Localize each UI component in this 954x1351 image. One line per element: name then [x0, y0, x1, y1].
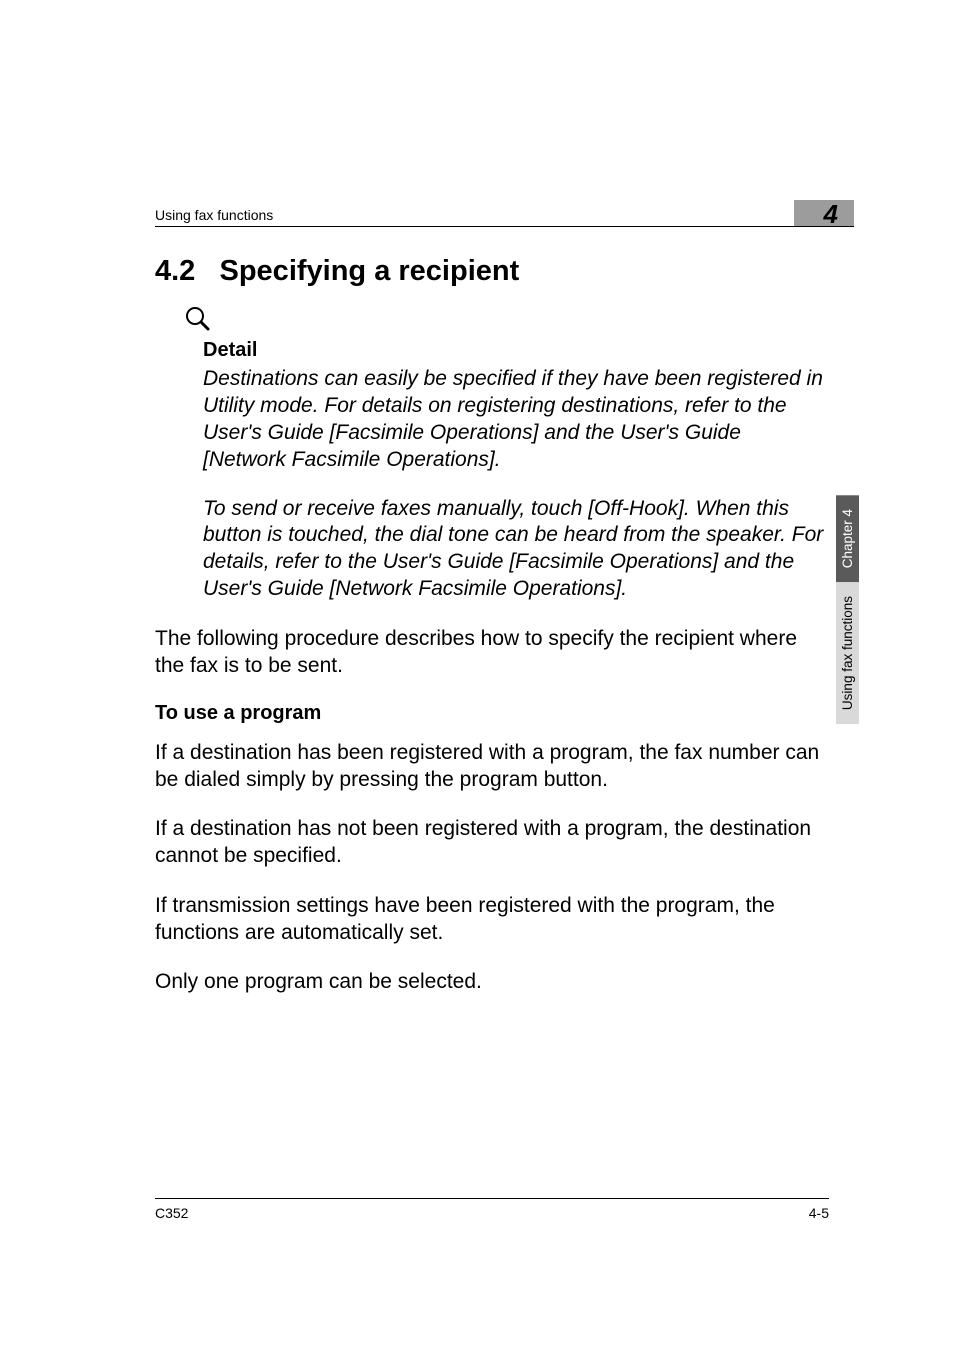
running-head: Using fax functions [155, 207, 273, 223]
footer-model: C352 [155, 1205, 188, 1221]
section-title: 4.2 Specifying a recipient [155, 255, 854, 288]
page-container: Using fax functions 4 4.2 Specifying a r… [0, 0, 954, 996]
detail-paragraph-1: Destinations can easily be specified if … [203, 366, 824, 474]
body-paragraph-2: If a destination has not been registered… [155, 815, 824, 870]
subsection-heading: To use a program [155, 702, 854, 725]
body-paragraph-1: If a destination has been registered wit… [155, 739, 824, 794]
body-paragraph-4: Only one program can be selected. [155, 968, 824, 995]
intro-paragraph: The following procedure describes how to… [155, 625, 824, 680]
section-number-box: 4 [794, 200, 854, 226]
magnifier-icon [185, 306, 211, 337]
header-row: Using fax functions 4 [155, 200, 854, 227]
footer: C352 4-5 [155, 1198, 829, 1221]
footer-page: 4-5 [809, 1205, 829, 1221]
section-title-text: Specifying a recipient [220, 255, 520, 287]
side-tabs: Chapter 4 Using fax functions [836, 495, 859, 724]
section-title-number: 4.2 [155, 255, 195, 287]
chapter-tab: Chapter 4 [836, 495, 859, 582]
body-paragraph-3: If transmission settings have been regis… [155, 892, 824, 947]
section-number: 4 [824, 199, 838, 230]
detail-heading: Detail [203, 339, 854, 362]
section-tab: Using fax functions [836, 582, 859, 724]
detail-paragraph-2: To send or receive faxes manually, touch… [203, 496, 824, 604]
